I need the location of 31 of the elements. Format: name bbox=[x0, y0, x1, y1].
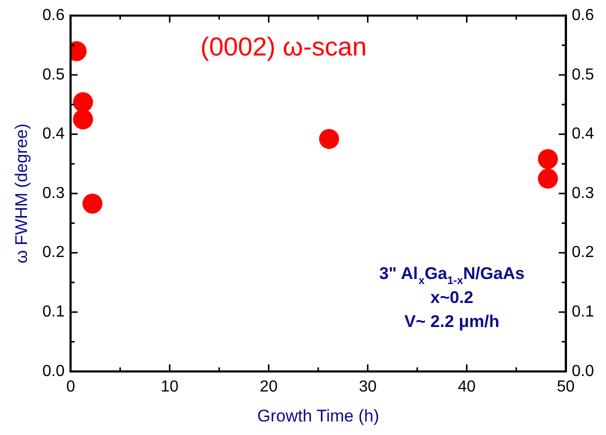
point bbox=[73, 109, 94, 130]
annotation: V~ 2.2 μm/h bbox=[404, 312, 500, 331]
x-tick-label: 40 bbox=[458, 378, 476, 396]
y-tick-label: 0.2 bbox=[42, 244, 65, 262]
y2-tick-label: 0.2 bbox=[572, 244, 594, 262]
point bbox=[73, 92, 94, 112]
y-tick-label: 0.1 bbox=[42, 304, 65, 321]
y-axis-title: ω FWHM (degree) bbox=[12, 124, 31, 264]
y2-tick-label: 0.0 bbox=[572, 362, 594, 380]
x-axis-title: Growth Time (h) bbox=[257, 406, 380, 426]
y-tick-label: 0.6 bbox=[42, 7, 65, 24]
y-tick-label: 0.3 bbox=[42, 184, 65, 202]
y2-tick-label: 0.4 bbox=[572, 126, 594, 143]
point bbox=[82, 194, 102, 214]
x-tick-label: 30 bbox=[358, 378, 377, 396]
point bbox=[538, 149, 558, 170]
annotation: x~0.2 bbox=[430, 288, 474, 307]
point bbox=[319, 128, 340, 149]
x-tick-label: 10 bbox=[160, 378, 179, 396]
x-tick-label: 50 bbox=[556, 378, 575, 396]
y2-tick-label: 0.6 bbox=[572, 7, 594, 24]
x-tick-label: 20 bbox=[260, 378, 278, 396]
point bbox=[538, 168, 558, 189]
y-tick-label: 0.4 bbox=[42, 126, 65, 143]
y2-tick-label: 0.5 bbox=[572, 66, 594, 84]
y2-tick-label: 0.1 bbox=[572, 304, 594, 321]
annotation: (0002) ω-scan bbox=[200, 32, 367, 62]
y2-tick-label: 0.3 bbox=[572, 184, 594, 202]
y-tick-label: 0.5 bbox=[42, 66, 65, 84]
y-tick-label: 0.0 bbox=[42, 362, 65, 380]
x-tick-label: 0 bbox=[66, 378, 76, 396]
